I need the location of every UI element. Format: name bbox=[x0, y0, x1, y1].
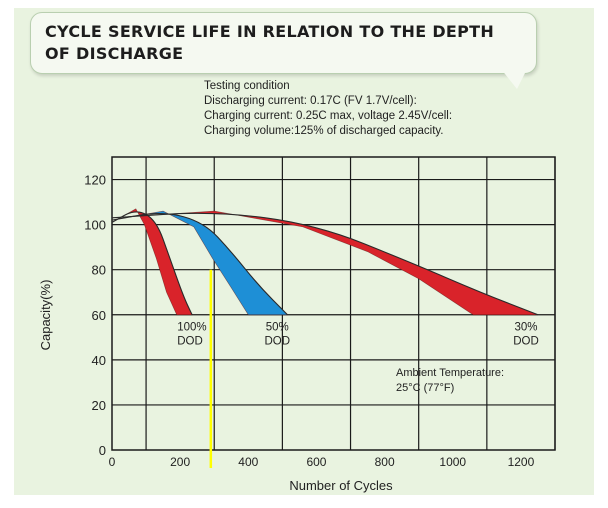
condition-line-2: Charging current: 0.25C max, voltage 2.4… bbox=[204, 110, 453, 122]
x-axis-label: Number of Cycles bbox=[289, 478, 393, 493]
y-tick-label: 40 bbox=[92, 353, 106, 368]
curve-upper bbox=[111, 212, 539, 316]
ambient-temp-line-1: 25°C (77°F) bbox=[396, 382, 454, 394]
ambient-temp-line-0: Ambient Temperature: bbox=[396, 367, 504, 379]
x-tick-label: 0 bbox=[109, 455, 116, 469]
series-label: 100% bbox=[177, 322, 206, 334]
bubble-tail bbox=[501, 69, 527, 89]
y-tick-label: 60 bbox=[92, 308, 106, 323]
y-tick-label: 0 bbox=[99, 443, 106, 458]
condition-line-0: Testing condition bbox=[204, 80, 290, 92]
x-tick-label: 400 bbox=[238, 455, 258, 469]
title-bubble: CYCLE SERVICE LIFE IN RELATION TO THE DE… bbox=[30, 12, 537, 89]
y-tick-label: 120 bbox=[84, 173, 106, 188]
series-labels: 100% DOD 50% DOD 30% DOD bbox=[177, 322, 539, 348]
series-label: 50% bbox=[266, 322, 289, 334]
y-tick-label: 100 bbox=[84, 218, 106, 233]
condition-line-1: Discharging current: 0.17C (FV 1.7V/cell… bbox=[204, 95, 417, 107]
x-tick-label: 200 bbox=[170, 455, 190, 469]
x-tick-label: 1000 bbox=[439, 455, 466, 469]
x-tick-label: 600 bbox=[306, 455, 326, 469]
series-label: DOD bbox=[264, 336, 290, 348]
y-axis-label: Capacity(%) bbox=[38, 280, 53, 351]
dod-bands bbox=[111, 208, 539, 316]
condition-line-3: Charging volume:125% of discharged capac… bbox=[204, 125, 444, 137]
series-label: 30% bbox=[515, 322, 538, 334]
y-tick-label: 80 bbox=[92, 263, 106, 278]
x-tick-label: 800 bbox=[375, 455, 395, 469]
curve-upper bbox=[111, 211, 193, 316]
series-label: DOD bbox=[513, 336, 539, 348]
y-tick-label: 20 bbox=[92, 398, 106, 413]
series-label: DOD bbox=[177, 336, 203, 348]
tick-labels: 0 200 400 600 800 1000 1200 0 20 40 60 80 100 120 bbox=[84, 173, 534, 469]
x-tick-label: 1200 bbox=[508, 455, 535, 469]
chart-title: CYCLE SERVICE LIFE IN RELATION TO THE DE… bbox=[45, 22, 495, 63]
testing-conditions: Testing condition Discharging current: 0… bbox=[204, 79, 574, 139]
